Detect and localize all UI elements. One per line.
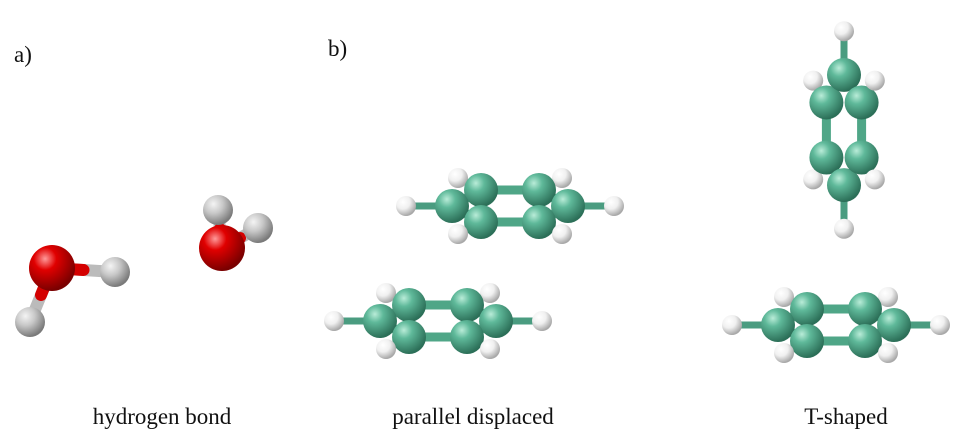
panel-label: b) (328, 36, 347, 61)
hydrogen-atom (532, 311, 552, 331)
carbon-atom (392, 288, 426, 322)
page: a) b) hydrogen bond parallel displaced T… (0, 0, 953, 434)
carbon-atom (845, 141, 879, 175)
carbon-atom (450, 288, 484, 322)
carbon-atom (392, 320, 426, 354)
carbon-atom (522, 205, 556, 239)
oxygen-atom (199, 225, 245, 271)
oxygen-atom (29, 245, 75, 291)
panel-label: a) (14, 42, 32, 67)
hydrogen-atom (15, 307, 45, 337)
carbon-atom (845, 85, 879, 119)
carbon-atom (877, 308, 911, 342)
hydrogen-atom (376, 339, 396, 359)
hydrogen-atom (396, 196, 416, 216)
hydrogen-atom (865, 169, 885, 189)
hydrogen-atom (552, 224, 572, 244)
molecules (15, 21, 950, 363)
hydrogen-atom (834, 219, 854, 239)
hydrogen-atom (774, 343, 794, 363)
carbon-atom (479, 304, 513, 338)
carbon-atom (522, 173, 556, 207)
hydrogen-atom (722, 315, 742, 335)
carbon-atom (551, 189, 585, 223)
carbon-atom (848, 324, 882, 358)
hydrogen-atom (100, 257, 130, 287)
figure: a) b) hydrogen bond parallel displaced T… (0, 0, 953, 434)
carbon-atom (848, 292, 882, 326)
hydrogen-atom (834, 21, 854, 41)
caption: hydrogen bond (93, 404, 232, 429)
hydrogen-atom (243, 213, 273, 243)
hydrogen-atom (865, 71, 885, 91)
hydrogen-atom (448, 224, 468, 244)
carbon-atom (464, 173, 498, 207)
hydrogen-atom (930, 315, 950, 335)
carbon-atom (450, 320, 484, 354)
hydrogen-atom (324, 311, 344, 331)
carbon-atom (464, 205, 498, 239)
carbon-atom (761, 308, 795, 342)
carbon-atom (790, 324, 824, 358)
hydrogen-atom (480, 339, 500, 359)
hydrogen-atom (604, 196, 624, 216)
carbon-atom (435, 189, 469, 223)
caption: T-shaped (804, 404, 888, 429)
carbon-atom (790, 292, 824, 326)
hydrogen-atom (203, 195, 233, 225)
hydrogen-atom (878, 343, 898, 363)
carbon-atom (363, 304, 397, 338)
caption: parallel displaced (392, 404, 554, 429)
